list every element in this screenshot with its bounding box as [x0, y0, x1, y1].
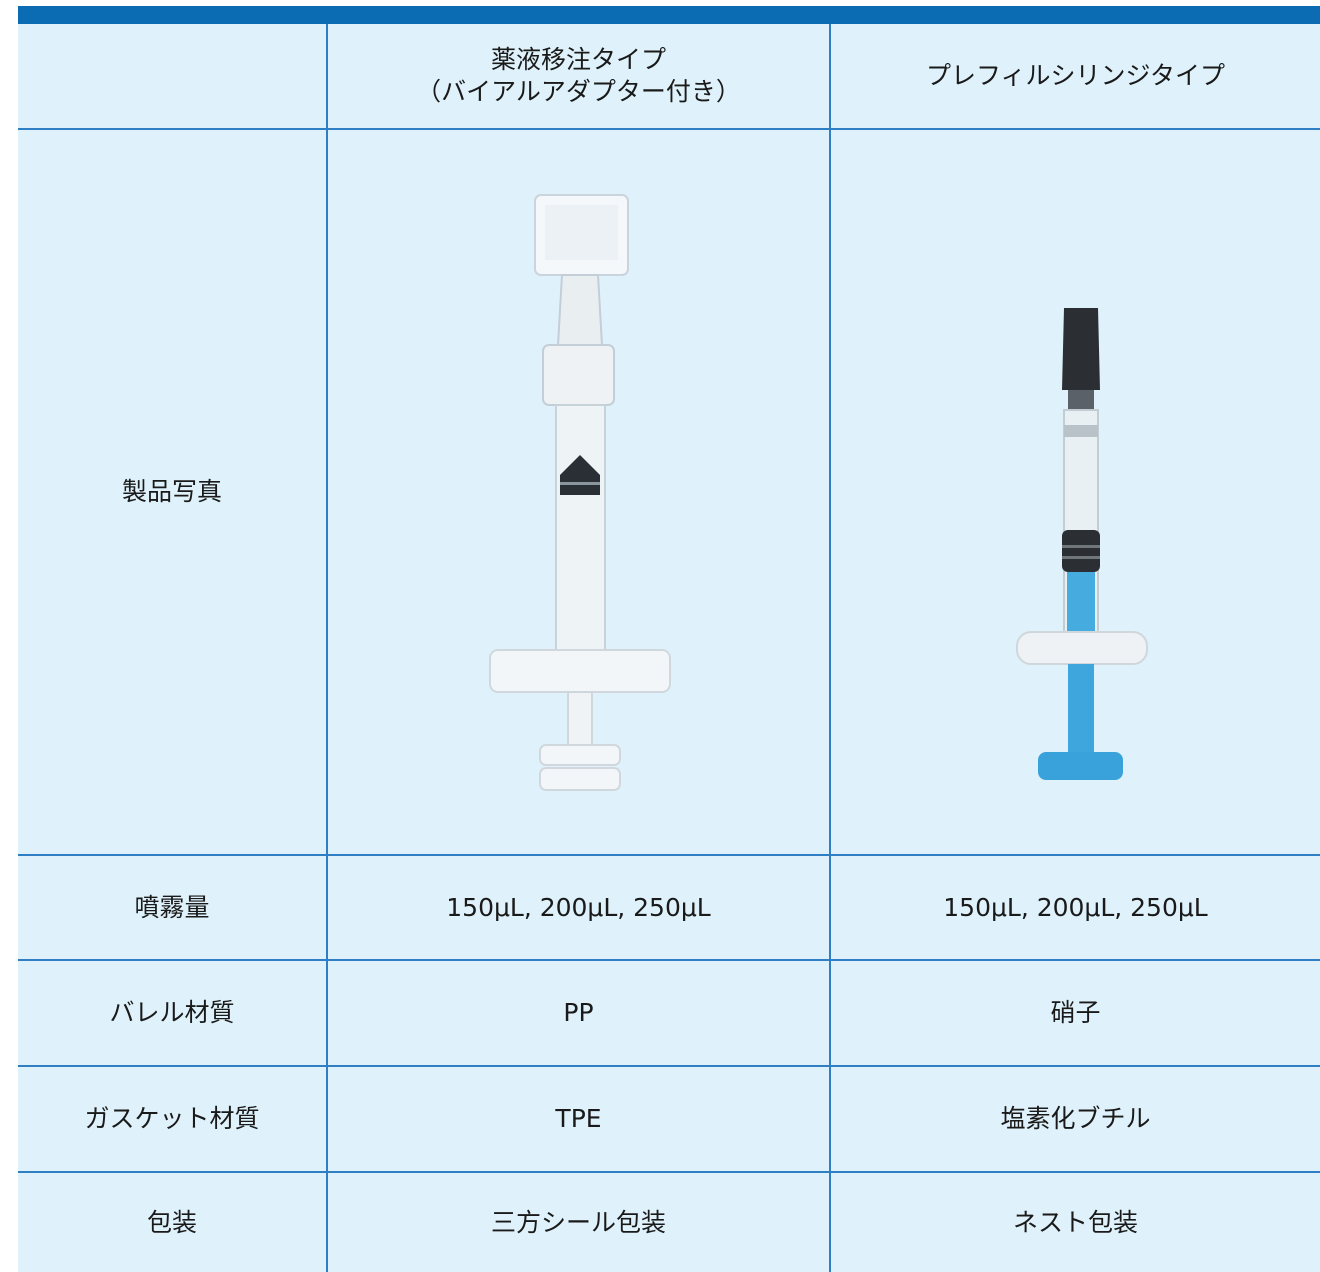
value-text: ネスト包装 — [1012, 1207, 1138, 1237]
top-bar — [18, 6, 1320, 24]
header-line: 薬液移注タイプ — [490, 45, 666, 74]
row-border — [18, 1171, 1320, 1173]
column-border — [829, 24, 831, 1272]
label-text: 包装 — [146, 1207, 197, 1237]
row-border — [18, 854, 1320, 856]
value-text: 三方シール包装 — [490, 1207, 666, 1237]
value-cell: 硝子 — [831, 961, 1320, 1065]
header-line: プレフィルシリンジタイプ — [925, 61, 1225, 90]
header-cell: 薬液移注タイプ （バイアルアダプター付き） — [328, 24, 829, 128]
value-text: 硝子 — [1050, 998, 1101, 1027]
row-label: 噴霧量 — [18, 856, 326, 959]
value-cell: ネスト包装 — [831, 1173, 1320, 1272]
header-cell: プレフィルシリンジタイプ — [831, 24, 1320, 128]
row-border — [18, 959, 1320, 961]
value-cell: PP — [328, 961, 829, 1065]
row-border — [18, 1065, 1320, 1067]
row-label: 製品写真 — [18, 130, 326, 854]
value-text: TPE — [555, 1104, 602, 1133]
value-text: 塩素化ブチル — [1000, 1104, 1151, 1133]
label-text: 製品写真 — [121, 477, 222, 506]
spec-table: 薬液移注タイプ （バイアルアダプター付き） プレフィルシリンジタイプ 製品写真 — [18, 24, 1320, 1272]
value-text: PP — [563, 998, 594, 1027]
value-cell: TPE — [328, 1067, 829, 1171]
column-border — [326, 24, 328, 1272]
value-cell: 塩素化ブチル — [831, 1067, 1320, 1171]
value-cell: 150μL, 200μL, 250μL — [328, 856, 829, 959]
label-text: ガスケット材質 — [84, 1104, 260, 1133]
value-text: 150μL, 200μL, 250μL — [446, 892, 711, 922]
row-label: 包装 — [18, 1173, 326, 1272]
value-text: 150μL, 200μL, 250μL — [943, 892, 1208, 922]
header-line: （バイアルアダプター付き） — [416, 77, 741, 106]
value-cell: 150μL, 200μL, 250μL — [831, 856, 1320, 959]
product-photo-prefilled — [1016, 308, 1148, 780]
row-label: バレル材質 — [18, 961, 326, 1065]
label-text: バレル材質 — [109, 998, 235, 1027]
product-photo-vial-adapter — [489, 194, 671, 791]
row-border — [18, 128, 1320, 130]
row-label: ガスケット材質 — [18, 1067, 326, 1171]
label-text: 噴霧量 — [134, 892, 210, 922]
value-cell: 三方シール包装 — [328, 1173, 829, 1272]
